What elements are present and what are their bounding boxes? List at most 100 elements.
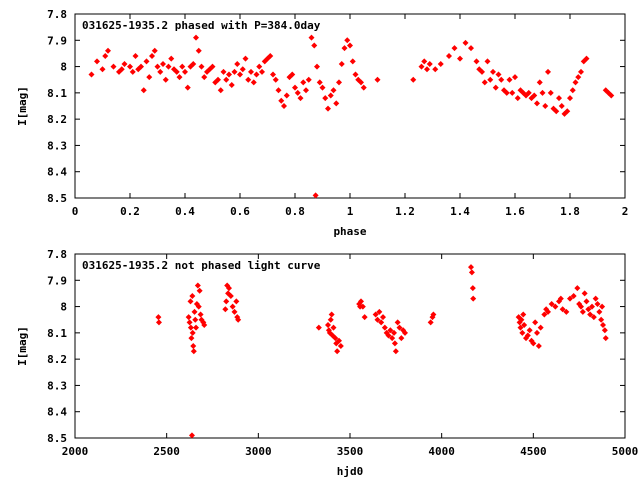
data-point: [155, 319, 162, 326]
data-point: [361, 314, 368, 321]
data-point: [487, 76, 494, 83]
chart-title: 031625-1935.2 phased with P=384.0day: [82, 19, 321, 32]
unphased-light-curve-panel: 031625-1935.2 not phased light curve hjd…: [16, 248, 638, 478]
data-point: [602, 335, 609, 342]
data-point: [162, 76, 169, 83]
data-point: [564, 108, 571, 115]
data-point: [574, 285, 581, 292]
data-point: [198, 63, 205, 70]
x-tick-label: 1.4: [450, 205, 470, 218]
data-point: [426, 60, 433, 67]
data-point: [184, 84, 191, 91]
data-point: [519, 329, 526, 336]
data-point: [327, 92, 334, 99]
y-tick-label: 8.1: [47, 87, 67, 100]
data-point: [337, 343, 344, 349]
data-point: [99, 66, 106, 73]
data-point: [223, 76, 230, 83]
data-point: [589, 303, 595, 310]
data-point: [567, 95, 573, 102]
data-point: [228, 81, 235, 88]
data-point: [226, 285, 232, 292]
data-point: [217, 87, 224, 94]
data-point: [272, 76, 279, 83]
data-point: [330, 324, 337, 331]
data-point: [349, 58, 356, 65]
data-point: [389, 335, 396, 342]
data-point: [281, 103, 287, 109]
data-point: [585, 306, 592, 313]
data-point: [297, 95, 304, 102]
data-point: [319, 84, 326, 91]
data-point: [222, 306, 229, 313]
x-tick-label: 1.8: [560, 205, 580, 218]
data-point: [193, 34, 199, 41]
data-point: [187, 63, 194, 70]
y-tick-label: 8.4: [47, 406, 67, 419]
data-point: [220, 68, 227, 75]
data-point: [275, 87, 282, 94]
data-point: [559, 306, 566, 313]
y-axis-label: I[mag]: [16, 326, 29, 366]
x-tick-label: 1: [347, 205, 354, 218]
data-point: [457, 55, 463, 62]
y-tick-label: 8.3: [47, 139, 67, 152]
data-point: [327, 316, 334, 323]
data-point: [328, 311, 335, 318]
data-point: [341, 45, 348, 52]
data-point: [539, 89, 546, 96]
y-tick-label: 7.9: [47, 34, 67, 47]
data-point: [121, 60, 128, 67]
data-point: [535, 343, 542, 349]
data-point: [581, 290, 588, 297]
data-point: [358, 298, 364, 305]
data-point: [391, 340, 398, 347]
data-point: [223, 298, 230, 305]
data-point: [138, 63, 144, 70]
x-tick-label: 2000: [62, 445, 89, 458]
x-tick-label: 3000: [245, 445, 272, 458]
data-point: [165, 63, 172, 70]
data-point: [578, 68, 584, 75]
data-point: [525, 89, 532, 96]
data-point: [239, 66, 246, 73]
data-point: [567, 295, 573, 302]
data-point: [583, 55, 590, 62]
x-tick-label: 0.2: [120, 205, 140, 218]
data-point: [267, 53, 274, 60]
data-point: [102, 53, 109, 60]
data-point: [129, 68, 136, 75]
data-point: [608, 92, 615, 99]
data-point: [229, 303, 236, 310]
data-point: [484, 58, 491, 65]
data-point: [418, 63, 425, 70]
data-point: [380, 314, 386, 321]
data-point: [524, 332, 531, 339]
data-point: [462, 39, 469, 46]
data-point: [548, 300, 555, 307]
data-point: [490, 68, 496, 75]
data-point: [534, 100, 540, 107]
data-point: [209, 63, 216, 70]
x-tick-label: 0.4: [175, 205, 195, 218]
x-axis-label: hjd0: [337, 465, 364, 478]
data-point: [201, 321, 208, 328]
phased-light-curve-panel: 031625-1935.2 phased with P=384.0day pha…: [16, 8, 628, 238]
data-point: [308, 34, 315, 41]
data-point: [325, 321, 331, 328]
x-tick-label: 0.8: [285, 205, 305, 218]
data-point: [192, 316, 199, 323]
data-point: [157, 68, 164, 75]
data-point: [185, 314, 192, 321]
x-tick-label: 0.6: [230, 205, 250, 218]
y-tick-label: 7.8: [47, 248, 67, 261]
data-point: [127, 63, 133, 70]
data-point: [325, 105, 331, 112]
data-point: [330, 87, 337, 94]
data-point: [160, 60, 166, 67]
chart-title: 031625-1935.2 not phased light curve: [82, 259, 321, 272]
data-point: [259, 68, 265, 75]
data-point: [556, 95, 562, 102]
data-point: [190, 348, 197, 355]
data-point: [553, 108, 560, 115]
